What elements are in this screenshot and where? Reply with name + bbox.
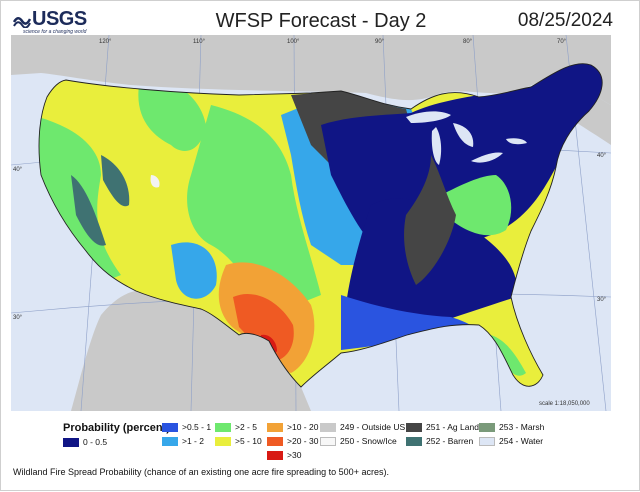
us-outline	[38, 63, 603, 388]
lat-label-30-right: 30°	[597, 297, 607, 303]
legend-label-10-20: >10 - 20	[287, 422, 319, 432]
lon-label-100: 100°	[287, 39, 300, 45]
legend-swatch-outside-us	[320, 423, 336, 432]
legend-label-20-30: >20 - 30	[287, 436, 319, 446]
zone-colorado-blue	[171, 242, 217, 299]
lon-label-110: 110°	[193, 39, 206, 45]
zone-florida-green	[491, 335, 526, 376]
lon-label-120: 120°	[99, 39, 112, 45]
legend-label-ag-land: 251 - Ag Land	[426, 422, 479, 432]
usgs-wave-icon	[13, 17, 31, 28]
lon-label-80: 80°	[463, 39, 473, 45]
legend-swatch-1-2	[162, 437, 178, 446]
legend-label-0.5-1: >0.5 - 1	[182, 422, 212, 432]
zone-montana-green	[138, 75, 206, 151]
legend-label-2-5: >2 - 5	[235, 422, 257, 432]
lake-erie	[471, 152, 503, 163]
map-scale: scale 1:18,050,000	[539, 401, 590, 407]
legend-label-5-10: >5 - 10	[235, 436, 262, 446]
zone-plains-green	[187, 105, 321, 315]
logo-text: USGS	[32, 8, 87, 30]
usgs-logo: USGS science for a changing world	[13, 8, 87, 35]
legend-label-marsh: 253 - Marsh	[499, 422, 545, 432]
legend-title: Probability (percent)	[63, 422, 170, 434]
great-lakes	[406, 111, 527, 165]
legend-label-snow-ice: 250 - Snow/Ice	[340, 436, 397, 446]
footer-note: Wildland Fire Spread Probability (chance…	[13, 467, 389, 477]
legend-swatch-30-plus	[267, 451, 283, 460]
legend-swatch-barren	[406, 437, 422, 446]
forecast-map: 120° 110° 100° 90° 80° 70° 40° 30° 40° 3…	[11, 35, 611, 411]
canada-region	[11, 35, 611, 105]
zone-barren-nevada	[101, 155, 130, 207]
legend-label-0-0.5: 0 - 0.5	[83, 437, 108, 447]
legend-label-barren: 252 - Barren	[426, 436, 474, 446]
logo-tagline: science for a changing world	[23, 29, 87, 35]
legend-swatch-2-5	[215, 423, 231, 432]
legend-label-1-2: >1 - 2	[182, 436, 204, 446]
lon-label-70: 70°	[557, 39, 567, 45]
zone-texas-red	[233, 293, 294, 361]
lake-huron	[453, 123, 474, 147]
map-title: WFSP Forecast - Day 2	[215, 10, 427, 32]
lake-michigan	[431, 127, 442, 165]
legend-label-water: 254 - Water	[499, 436, 544, 446]
lat-label-40-left: 40°	[13, 167, 23, 173]
legend-swatch-5-10	[215, 437, 231, 446]
legend-label-outside-us: 249 - Outside US	[340, 422, 406, 432]
legend-swatch-water	[479, 437, 495, 446]
zone-snow-ice	[150, 175, 160, 188]
zone-appalachian-green	[441, 175, 512, 236]
lake-ontario	[506, 138, 527, 145]
zone-mississippi-ag	[404, 155, 456, 285]
legend-swatch-20-30	[267, 437, 283, 446]
lake-superior	[406, 111, 451, 123]
lon-label-90: 90°	[375, 39, 385, 45]
zone-barren-west	[71, 175, 106, 246]
mexico-region	[71, 291, 311, 411]
lat-label-40-right: 40°	[597, 153, 607, 159]
legend-label-30-plus: >30	[287, 450, 302, 460]
legend-swatch-ag-land	[406, 423, 422, 432]
lat-label-30-left: 30°	[13, 315, 23, 321]
legend-swatch-10-20	[267, 423, 283, 432]
forecast-date: 08/25/2024	[517, 10, 613, 31]
legend-swatch-snow-ice	[320, 437, 336, 446]
legend-swatch-0-0.5	[63, 438, 79, 447]
legend-swatch-marsh	[479, 423, 495, 432]
